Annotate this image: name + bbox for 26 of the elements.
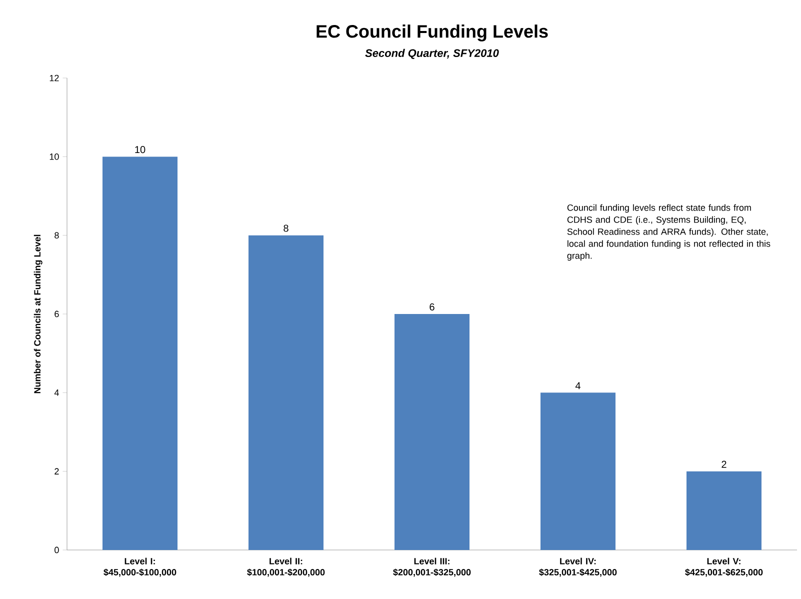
y-tick-label: 2 [54, 468, 59, 474]
data-label: 6 [430, 303, 434, 310]
x-tick-label: Level V: $425,001-$625,000 [685, 558, 763, 577]
data-label: 10 [135, 146, 146, 154]
chart-title: EC Council Funding Levels [316, 24, 548, 42]
y-tick-label: 12 [50, 74, 59, 82]
data-label: 2 [722, 460, 726, 468]
bar [686, 471, 762, 550]
annotation: Council funding levels reflect state funds from CDHS and CDE (i.e., Systems Building, EQ, School Readiness and ARRA funds). Other state, local and foundation funding is not reflected in this graph. [567, 204, 770, 261]
x-tick-label: Level II: $100,001-$200,000 [247, 558, 325, 577]
y-tick-label: 6 [54, 310, 59, 318]
y-tick-label: 4 [54, 390, 59, 396]
data-label: 8 [284, 224, 288, 232]
y-tick-label: 0 [54, 546, 59, 554]
y-axis-title: Number of Councils at Funding Level [34, 234, 42, 394]
bar [102, 156, 178, 550]
bar [394, 314, 470, 550]
x-tick-label: Level IV: $325,001-$425,000 [539, 558, 617, 577]
chart-subtitle: Second Quarter, SFY2010 [365, 48, 499, 60]
y-tick-label: 10 [50, 153, 59, 160]
x-tick-label: Level III: $200,001-$325,000 [393, 558, 471, 577]
y-tick-label: 8 [54, 232, 59, 239]
bar [540, 392, 616, 550]
data-label: 4 [575, 382, 580, 390]
bar [248, 235, 324, 550]
x-tick-label: Level I: $45,000-$100,000 [104, 558, 176, 577]
